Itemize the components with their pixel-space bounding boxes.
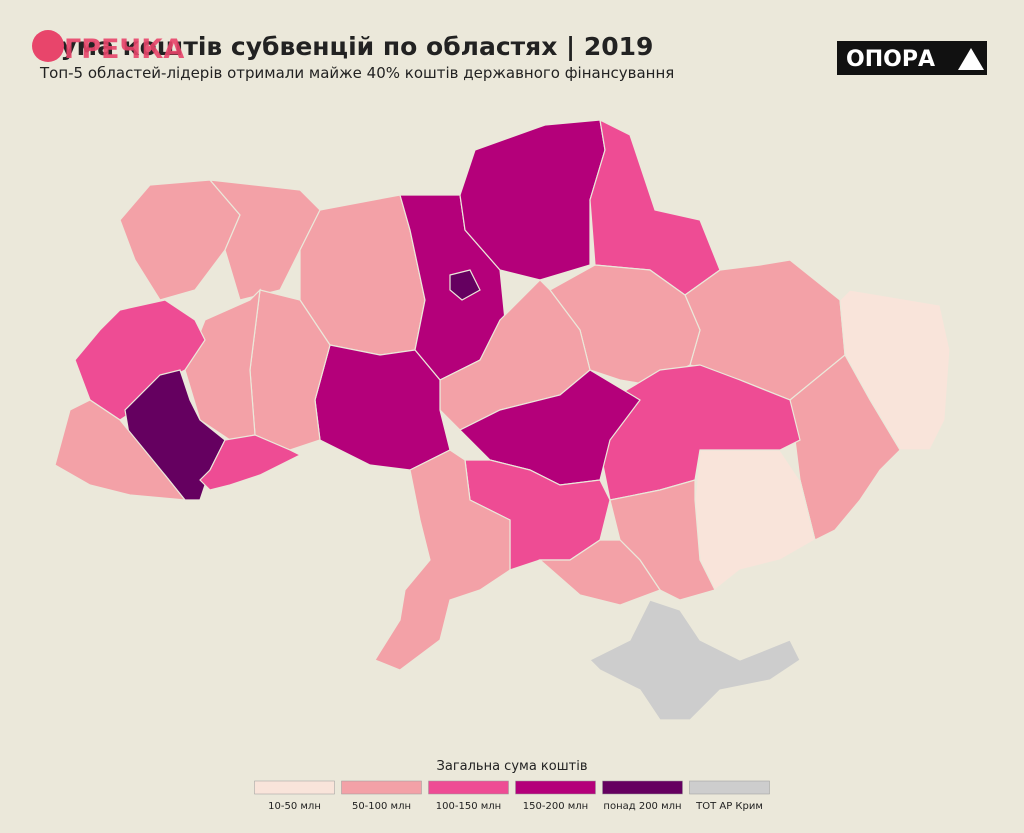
legend-label: 100-150 млн [436,801,501,812]
region [538,539,661,606]
legend-title: Загальна сума коштів [437,759,588,774]
legend-label: 150-200 млн [523,801,588,812]
region [208,179,321,301]
legend-swatch [689,780,770,795]
subtitle: Топ-5 областей-лідерів отримали майже 40… [39,64,674,82]
watermark-icon [32,30,64,62]
legend-label: понад 200 млн [603,801,681,812]
legend-label: 10-50 млн [268,801,321,812]
legend-label: ТОТ АР Крим [695,801,763,812]
region [199,434,302,491]
legend-label: 50-100 млн [352,801,411,812]
region [374,449,511,671]
title: Сума коштів субвенцій по областях | 2019 [42,32,653,61]
legend-swatch [602,780,683,795]
region [588,599,801,721]
region [54,399,187,501]
legend: 10-50 млн 50-100 млн 100-150 млн 150-200 мл… [254,780,770,812]
legend-swatch [254,780,335,795]
logo: ОПОРА [846,47,935,72]
region [839,289,951,451]
legend-swatch [341,780,422,795]
region [449,269,481,301]
legend-swatch [515,780,596,795]
watermark: ГРЕЧКА [64,34,184,65]
legend-swatch [428,780,509,795]
logo-triangle [958,48,984,70]
map [54,118,951,721]
